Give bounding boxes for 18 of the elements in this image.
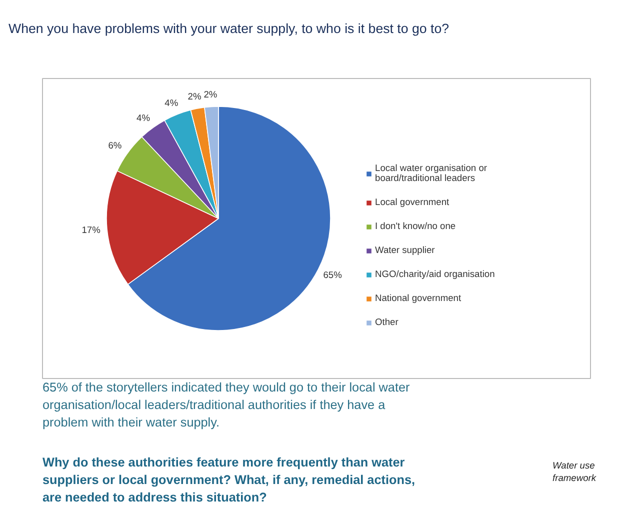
legend-label: National government: [375, 293, 462, 303]
legend-label: Local water organisation or board/traditional leaders: [375, 163, 488, 183]
data-label: 2%: [204, 90, 218, 100]
legend-label: Water supplier: [375, 245, 435, 255]
legend-label: Other: [375, 317, 398, 327]
data-label: 17%: [82, 225, 100, 236]
data-label: 6%: [108, 140, 122, 151]
text: Why do these authorities feature more frequently than water suppliers or local government? What, if any, remedial actions, are needed to address this situation?: [42, 456, 416, 504]
legend-label: NGO/charity/aid organisation: [375, 269, 495, 279]
data-label: 4%: [164, 98, 178, 108]
chart-title: When you have problems with your water supply, to who is it best to go to?: [8, 21, 450, 36]
legend-label: Local government: [375, 197, 450, 207]
data-label: 2%: [188, 92, 202, 102]
data-label: 65%: [323, 270, 342, 280]
data-label: 4%: [136, 113, 150, 124]
text: 65% of the storytellers indicated they would go to their local water organisation/local leaders/traditional authorities if they have a problem with their water supply.: [42, 380, 410, 430]
legend-label: I don't know/no one: [375, 221, 456, 231]
text: Water use framework: [552, 460, 598, 483]
